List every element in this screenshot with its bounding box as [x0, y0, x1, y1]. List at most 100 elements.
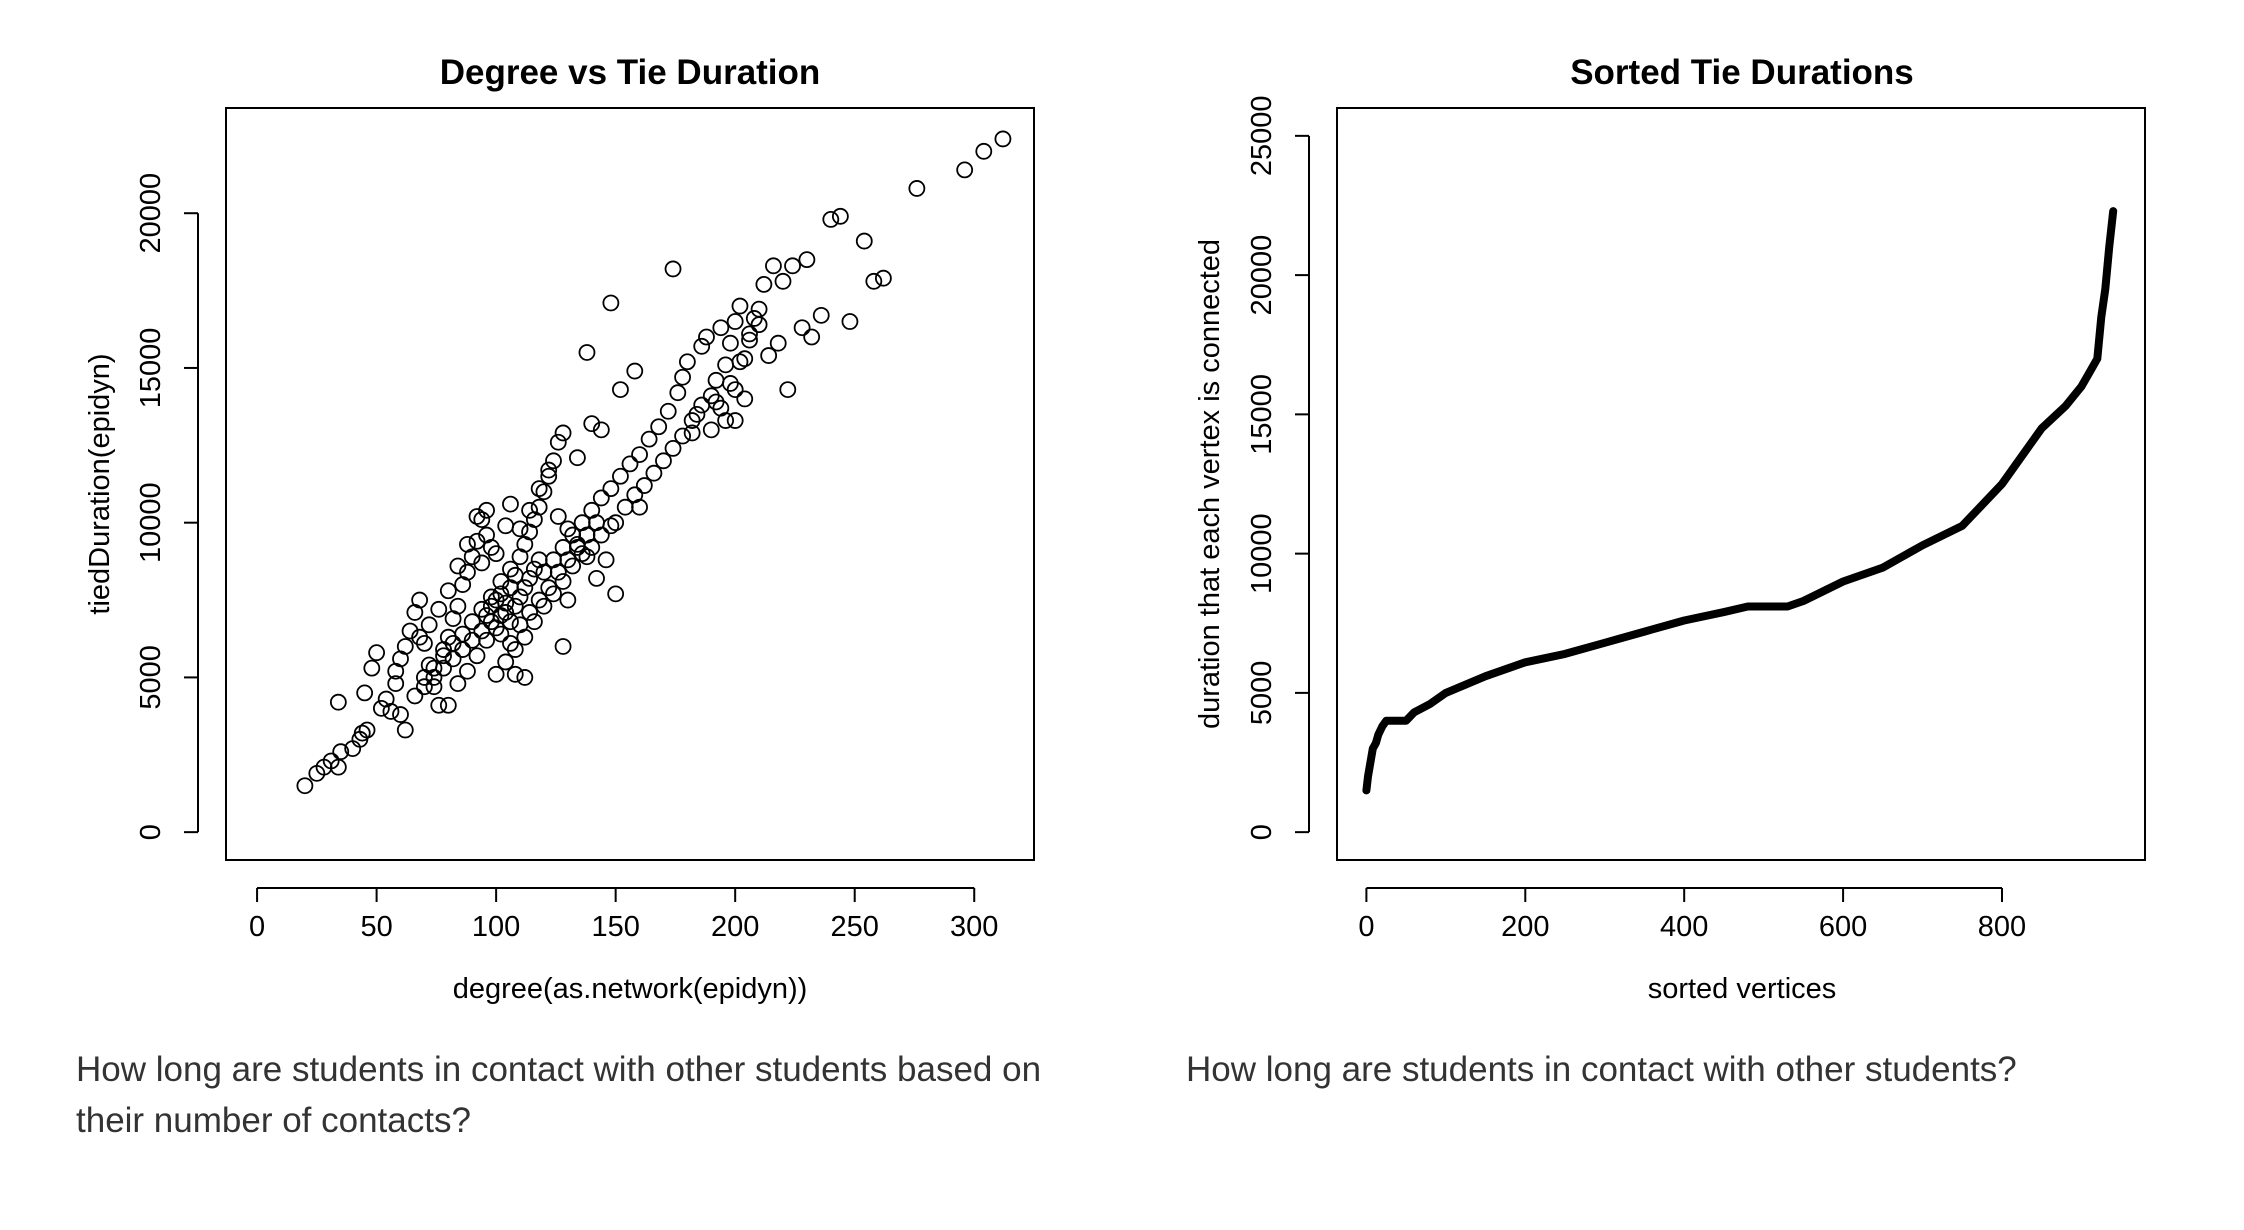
scatter-point: [578, 548, 596, 566]
scatter-point: [793, 319, 811, 337]
scatter-point: [387, 675, 405, 693]
scatter-point: [296, 777, 314, 795]
scatter-point: [621, 455, 639, 473]
scatter-point: [396, 721, 414, 739]
scatter-point: [549, 433, 567, 451]
scatter-point: [502, 634, 519, 652]
scatter-point: [855, 232, 873, 250]
scatter-point: [511, 616, 529, 634]
scatter-point: [693, 396, 711, 414]
scatter-point: [750, 316, 768, 334]
y-axis: 0 5000 10000 15000 20000: [135, 173, 199, 840]
scatter-point: [669, 384, 687, 402]
scatter-point: [530, 591, 548, 609]
y-tick-label: 15000: [1246, 374, 1278, 455]
scatter-point: [769, 334, 787, 352]
scatter-point: [779, 381, 797, 399]
scatter-point: [635, 477, 653, 494]
x-tick-label: 300: [950, 911, 998, 943]
scatter-point: [492, 573, 510, 590]
scatter-point: [612, 467, 629, 485]
scatter-points: [296, 130, 1012, 795]
scatter-point: [444, 650, 462, 668]
y-tick-label: 5000: [135, 645, 167, 710]
scatter-point: [545, 452, 562, 470]
scatter-point: [726, 412, 744, 429]
scatter-point: [578, 344, 596, 361]
scatter-point: [530, 498, 548, 516]
scatter-point: [626, 362, 644, 380]
scatter-point: [717, 356, 735, 374]
scatter-point: [602, 517, 620, 535]
scatter-point: [674, 427, 691, 445]
x-tick-label: 200: [711, 911, 759, 943]
scatter-point: [784, 257, 801, 275]
scatter-point: [559, 591, 577, 609]
scatter-point: [530, 480, 548, 498]
x-tick-label: 250: [831, 911, 879, 943]
scatter-point: [478, 501, 495, 519]
scatter-point: [406, 687, 424, 705]
y-tick-label: 0: [1246, 824, 1278, 840]
y-tick-label: 10000: [1246, 513, 1278, 594]
y-axis-label: duration that each vertex is connected: [1194, 239, 1226, 729]
scatter-point: [511, 520, 529, 538]
scatter-point: [329, 693, 347, 711]
scatter-point: [554, 573, 572, 590]
scatter-point: [416, 678, 433, 696]
scatter-point: [487, 665, 505, 683]
x-tick-label: 800: [1978, 911, 2026, 943]
scatter-point: [588, 514, 605, 532]
scatter-point: [356, 684, 374, 702]
line-chart: Sorted Tie Durations 0 200 400 600 800 0 5000…: [1194, 53, 2146, 1005]
scatter-point: [511, 588, 529, 606]
scatter-point: [530, 551, 548, 569]
scatter-point: [659, 402, 677, 420]
scatter-point: [607, 514, 625, 532]
scatter-point: [578, 526, 596, 544]
scatter-point: [631, 446, 648, 464]
caption-right: How long are students in contact with ot…: [1186, 1050, 2017, 1089]
scatter-point: [516, 669, 534, 686]
scatter-point: [569, 539, 586, 556]
scatter-point: [645, 464, 663, 482]
scatter-point: [502, 613, 519, 631]
scatter-point: [463, 613, 481, 631]
scatter-point: [372, 699, 390, 717]
scatter-point: [525, 560, 543, 578]
x-axis: 0 200 400 600 800: [1358, 887, 2026, 943]
scatter-point: [616, 498, 634, 516]
scatter-point: [559, 520, 577, 538]
series-line: [1362, 207, 2118, 795]
scatter-point: [435, 647, 452, 665]
scatter-point: [702, 421, 720, 439]
scatter-point: [516, 579, 534, 597]
scatter-point: [425, 669, 443, 686]
scatter-point: [717, 412, 735, 429]
scatter-point: [363, 659, 381, 677]
scatter-point: [411, 591, 429, 609]
y-tick-label: 20000: [135, 173, 167, 254]
scatter-point: [731, 353, 749, 371]
scatter-point: [358, 721, 376, 739]
plot-frame: [1336, 107, 2146, 861]
scatter-point: [994, 130, 1012, 148]
scatter-point: [712, 319, 730, 337]
scatter-point: [463, 631, 481, 649]
scatter-point: [678, 353, 696, 371]
scatter-point: [420, 616, 438, 634]
scatter-point: [506, 665, 524, 683]
scatter-point: [908, 180, 926, 197]
scatter-point: [559, 551, 577, 569]
scatter-point: [535, 483, 553, 501]
scatter-point: [592, 421, 610, 439]
y-axis-label: tiedDuration(epidyn): [84, 353, 116, 614]
scatter-point: [841, 313, 859, 330]
scatter-point: [459, 535, 476, 553]
scatter-point: [765, 257, 782, 275]
scatter-point: [592, 489, 610, 507]
scatter-point: [468, 508, 486, 525]
scatter-point: [439, 582, 457, 600]
scatter-point: [812, 306, 830, 324]
